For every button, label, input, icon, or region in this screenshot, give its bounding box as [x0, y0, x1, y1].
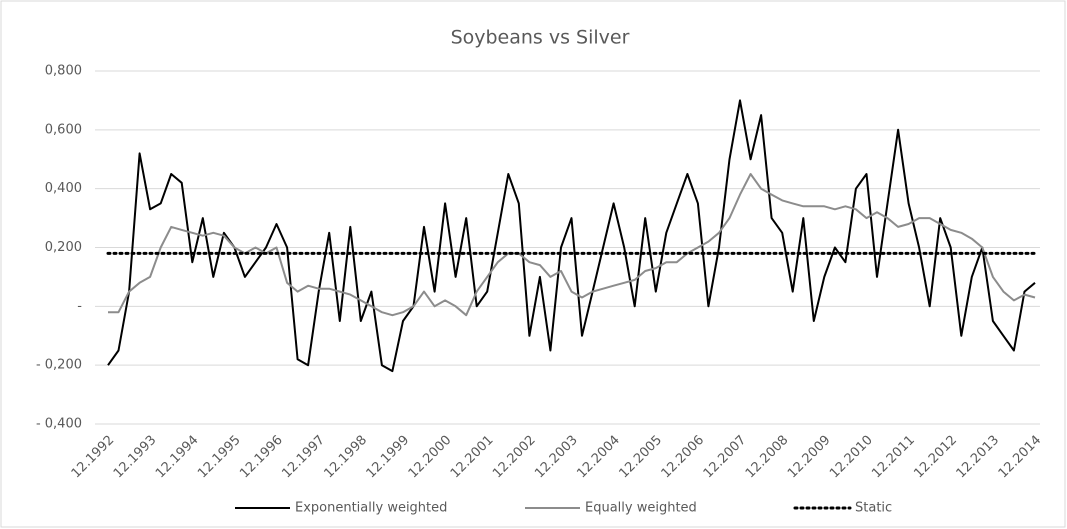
y-tick-label: 0,600 — [45, 122, 82, 137]
chart-title: Soybeans vs Silver — [451, 27, 630, 49]
legend-label: Exponentially weighted — [295, 501, 447, 516]
y-tick-label: 0,800 — [45, 64, 82, 79]
legend-label: Static — [855, 501, 892, 516]
y-tick-label: - 0,200 — [36, 358, 82, 373]
legend-label: Equally weighted — [585, 501, 697, 516]
y-tick-label: - 0,400 — [36, 417, 82, 432]
y-tick-label: 0,400 — [45, 181, 82, 196]
y-tick-label: - — [77, 299, 82, 314]
y-tick-label: 0,200 — [45, 240, 82, 255]
series-line — [108, 173, 1036, 317]
